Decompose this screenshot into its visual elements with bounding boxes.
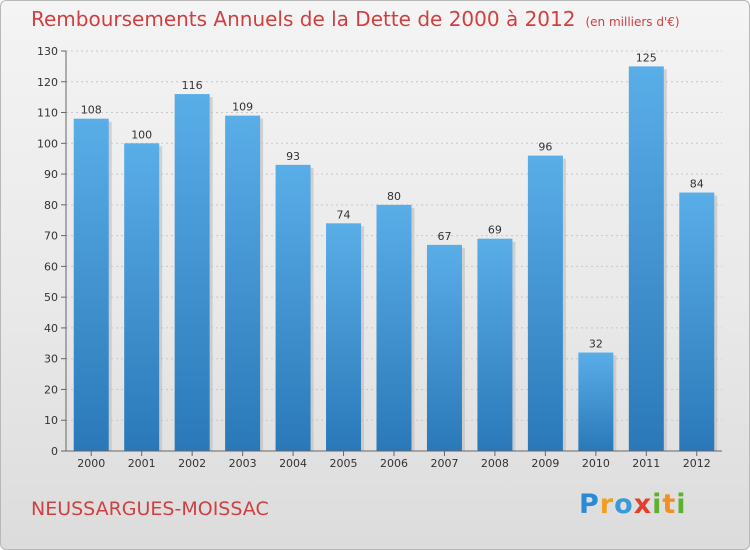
y-tick-label: 40 — [44, 322, 58, 335]
data-label: 100 — [131, 128, 152, 141]
y-axis: 0 10 20 30 40 50 60 70 80 90 100 110 120 130 — [37, 45, 67, 458]
data-label: 84 — [690, 178, 704, 191]
y-tick-label: 20 — [44, 383, 58, 396]
y-tick-label: 80 — [44, 199, 58, 212]
y-tick-label: 30 — [44, 353, 58, 366]
x-tick-label: 2009 — [531, 457, 559, 470]
x-tick-label: 2003 — [229, 457, 257, 470]
y-tick-label: 10 — [44, 414, 58, 427]
x-tick-label: 2001 — [128, 457, 156, 470]
y-tick-label: 70 — [44, 230, 58, 243]
data-label: 80 — [387, 190, 401, 203]
y-tick-label: 90 — [44, 168, 58, 181]
data-label: 108 — [81, 104, 102, 117]
x-tick-label: 2000 — [77, 457, 105, 470]
bars: 108 100 116 109 93 74 80 67 69 96 32 125 84 — [73, 51, 718, 452]
data-label: 32 — [589, 338, 603, 351]
y-tick-label: 50 — [44, 291, 58, 304]
data-label: 125 — [636, 51, 657, 64]
bar — [376, 204, 412, 451]
data-label: 67 — [437, 230, 451, 243]
y-tick-label: 100 — [37, 137, 58, 150]
x-tick-label: 2002 — [178, 457, 206, 470]
bar — [225, 115, 261, 451]
bar — [426, 244, 462, 451]
y-tick-label: 120 — [37, 76, 58, 89]
x-tick-label: 2007 — [430, 457, 458, 470]
bar — [679, 192, 715, 452]
x-tick-label: 2011 — [632, 457, 660, 470]
y-tick-label: 130 — [37, 45, 58, 58]
x-tick-label: 2008 — [481, 457, 509, 470]
y-tick-label: 60 — [44, 260, 58, 273]
data-label: 74 — [337, 208, 351, 221]
unit-label: (en milliers d'€) — [585, 15, 680, 29]
title-text: Remboursements Annuels de la Dette de 20… — [31, 7, 576, 31]
proxiti-logo[interactable]: Proxiti — [579, 489, 687, 520]
data-label: 116 — [182, 79, 203, 92]
y-tick-label: 110 — [37, 107, 58, 120]
bar — [578, 352, 614, 451]
bar — [628, 66, 664, 451]
bar — [73, 118, 109, 451]
chart-title: Remboursements Annuels de la Dette de 20… — [31, 7, 680, 31]
data-label: 109 — [232, 101, 253, 114]
x-axis: 2000 2001 2002 2003 2004 2005 2006 2007 2008 2009… — [66, 450, 722, 470]
x-tick-label: 2006 — [380, 457, 408, 470]
data-label: 96 — [538, 141, 552, 154]
x-tick-label: 2010 — [582, 457, 610, 470]
x-tick-label: 2005 — [330, 457, 358, 470]
x-tick-label: 2004 — [279, 457, 307, 470]
bar — [477, 238, 513, 451]
bar — [326, 223, 362, 451]
bar — [124, 143, 160, 452]
bar — [174, 94, 210, 452]
data-label: 69 — [488, 224, 502, 237]
commune-name: NEUSSARGUES-MOISSAC — [31, 498, 269, 520]
y-tick-label: 0 — [51, 445, 58, 458]
bar — [275, 164, 311, 451]
bar — [527, 155, 563, 451]
x-tick-label: 2012 — [683, 457, 711, 470]
data-label: 93 — [286, 150, 300, 163]
